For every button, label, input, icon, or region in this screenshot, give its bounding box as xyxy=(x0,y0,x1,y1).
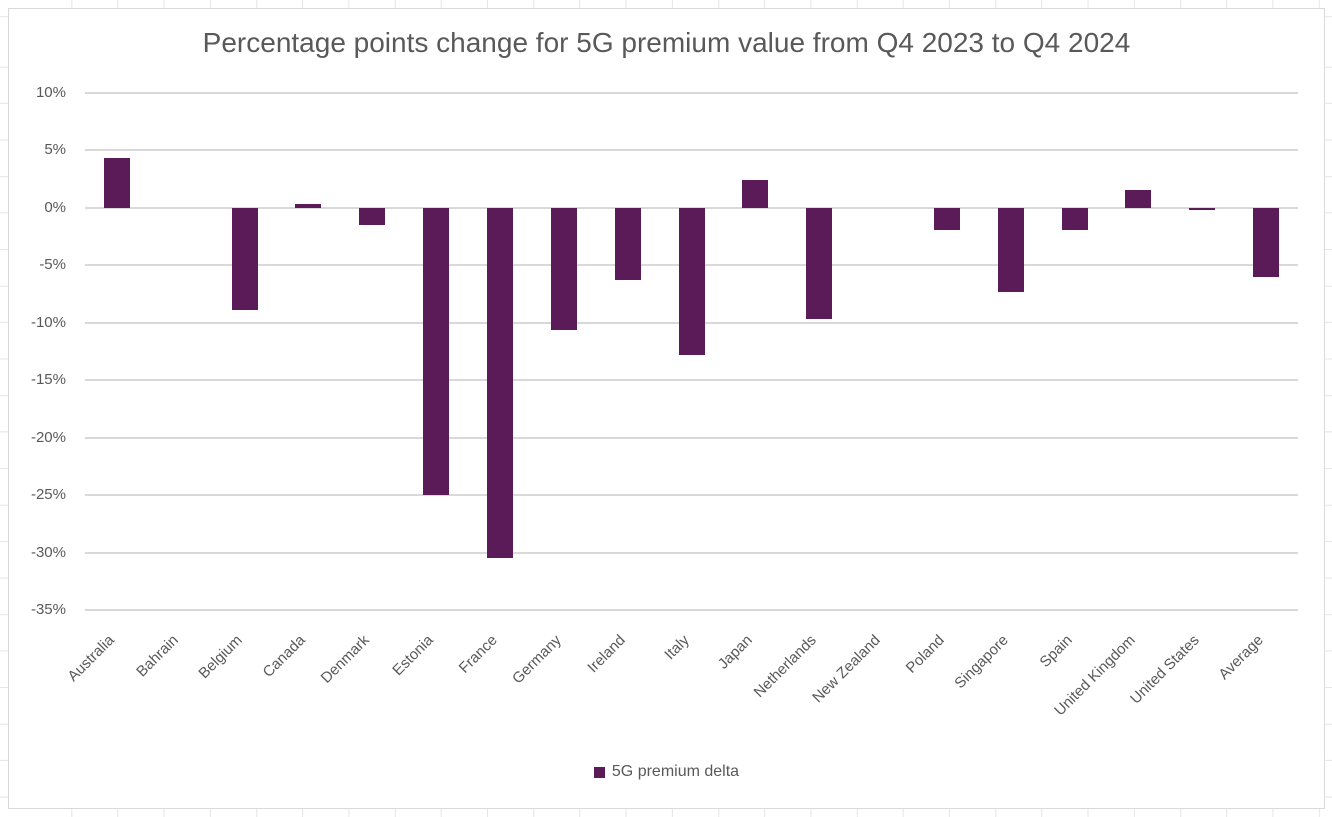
y-axis-label--5pct: -5% xyxy=(39,256,66,274)
x-axis-label-united-kingdom: United Kingdom xyxy=(1051,631,1140,720)
chart-title: Percentage points change for 5G premium … xyxy=(202,27,1131,58)
bar-singapore[interactable] xyxy=(997,207,1024,292)
bar-italy[interactable] xyxy=(678,207,705,355)
x-axis-label-bahrain: Bahrain xyxy=(132,631,182,681)
bar-average[interactable] xyxy=(1253,207,1280,277)
bar-united-states[interactable] xyxy=(1189,207,1216,211)
gridline--25pct xyxy=(85,494,1298,497)
gridline-5pct xyxy=(85,149,1298,152)
bar-united-kingdom[interactable] xyxy=(1125,189,1152,208)
bar-denmark[interactable] xyxy=(359,207,386,226)
x-axis-label-united-states: United States xyxy=(1127,631,1203,708)
gridline--35pct xyxy=(85,609,1298,611)
bar-estonia[interactable] xyxy=(423,207,450,496)
x-axis-label-italy: Italy xyxy=(660,631,693,664)
bar-belgium[interactable] xyxy=(231,207,258,311)
y-axis-label--25pct: -25% xyxy=(30,486,66,504)
y-axis-label--20pct: -20% xyxy=(30,428,66,446)
x-axis-label-poland: Poland xyxy=(902,631,948,677)
x-axis-label-france: France xyxy=(455,631,501,677)
y-axis-label-10pct: 10% xyxy=(35,84,66,101)
x-axis-label-spain: Spain xyxy=(1036,631,1076,671)
y-axis-label-0pct: 0% xyxy=(44,198,66,216)
bar-netherlands[interactable] xyxy=(806,207,833,320)
x-axis-label-japan: Japan xyxy=(715,631,757,673)
bar-ireland[interactable] xyxy=(614,207,641,281)
x-axis-label-ireland: Ireland xyxy=(583,631,629,677)
x-axis-label-belgium: Belgium xyxy=(194,631,246,683)
bar-france[interactable] xyxy=(486,207,513,559)
y-axis-label--35pct: -35% xyxy=(30,601,66,618)
x-axis-label-australia: Australia xyxy=(64,631,118,685)
bar-canada[interactable] xyxy=(295,204,322,208)
chart-panel: Percentage points change for 5G premium … xyxy=(8,8,1325,809)
x-axis-label-average: Average xyxy=(1215,631,1267,684)
x-axis-label-new-zealand: New Zealand xyxy=(809,631,884,707)
bar-spain[interactable] xyxy=(1061,207,1088,230)
gridline--30pct xyxy=(85,551,1298,554)
x-axis-label-netherlands: Netherlands xyxy=(750,631,820,701)
x-axis-label-canada: Canada xyxy=(259,631,310,681)
y-axis-label--30pct: -30% xyxy=(30,543,66,561)
x-axis-label-germany: Germany xyxy=(508,631,565,688)
bar-australia[interactable] xyxy=(103,158,130,208)
x-axis-label-estonia: Estonia xyxy=(389,631,437,680)
bar-japan[interactable] xyxy=(742,180,769,208)
x-axis-label-singapore: Singapore xyxy=(951,631,1012,693)
bar-germany[interactable] xyxy=(550,207,577,330)
gridline--15pct xyxy=(85,379,1298,382)
y-axis-label--10pct: -10% xyxy=(30,313,66,331)
legend-marker-swatch xyxy=(593,766,605,778)
y-axis-label-5pct: 5% xyxy=(44,141,66,159)
plot-area: 10% 5% 0% -5% -10% -15% -20% -25% -30% -35% Austra… xyxy=(31,84,1298,719)
legend[interactable]: 5G premium delta xyxy=(9,763,1324,781)
x-axis-label-denmark: Denmark xyxy=(317,631,374,687)
bar-poland[interactable] xyxy=(933,207,960,230)
gridline--20pct xyxy=(85,436,1298,439)
y-axis-label--15pct: -15% xyxy=(30,371,66,389)
legend-series-label: 5G premium delta xyxy=(611,763,740,780)
gridline-10pct xyxy=(85,92,1298,94)
